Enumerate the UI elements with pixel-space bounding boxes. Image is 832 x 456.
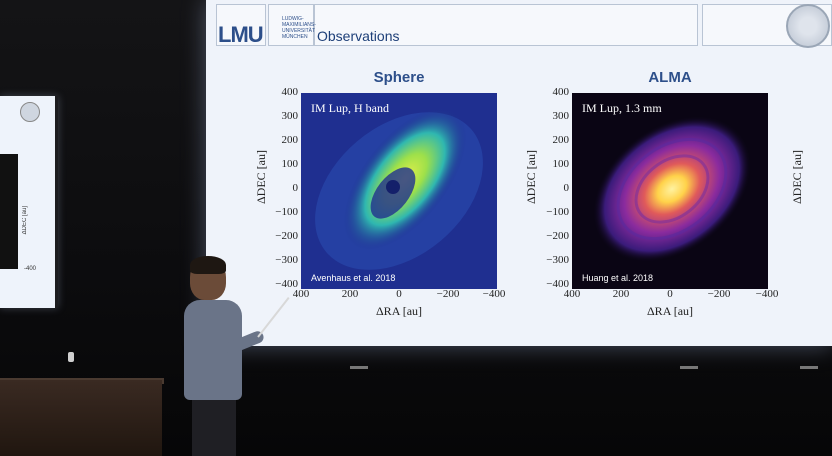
sphere-panel-title: Sphere bbox=[373, 69, 425, 86]
alma-ytick: −300 bbox=[546, 254, 569, 266]
alma-reference: Huang et al. 2018 bbox=[582, 273, 654, 283]
alma-xtick: −400 bbox=[755, 288, 779, 300]
side-screen-axis-label: ΔDEC [au] bbox=[22, 206, 28, 235]
alma-ytick: 0 bbox=[563, 182, 570, 194]
presenter-hair bbox=[190, 256, 226, 274]
sphere-xtick: 200 bbox=[341, 288, 359, 300]
alma-xtick: 200 bbox=[612, 288, 630, 300]
sphere-ytick: −200 bbox=[275, 230, 298, 242]
sphere-ytick: −400 bbox=[275, 278, 298, 290]
side-screen: ΔDEC [au] -400 bbox=[0, 96, 58, 308]
alma-disk-graphic bbox=[572, 93, 768, 289]
sphere-ytick: 0 bbox=[292, 182, 299, 194]
title-box bbox=[314, 4, 698, 46]
sphere-xtick: −200 bbox=[436, 288, 460, 300]
alma-ytick: −100 bbox=[546, 206, 569, 218]
sphere-xtick: −400 bbox=[482, 288, 506, 300]
presenter-legs bbox=[192, 396, 236, 456]
alma-ytick: 100 bbox=[552, 158, 570, 170]
sphere-ylabel: ΔDEC [au] bbox=[254, 150, 268, 205]
podium-lamp-icon bbox=[68, 352, 74, 362]
university-box bbox=[268, 4, 314, 46]
slide-title: Observations bbox=[317, 28, 400, 44]
sphere-ytick: −100 bbox=[275, 206, 298, 218]
alma-ytick: −200 bbox=[546, 230, 569, 242]
sphere-reference: Avenhaus et al. 2018 bbox=[311, 273, 396, 283]
sphere-xlabel: ΔRA [au] bbox=[375, 304, 423, 318]
sphere-label: IM Lup, H band bbox=[311, 101, 389, 115]
sphere-ytick: 200 bbox=[281, 134, 299, 146]
alma-image: IM Lup, 1.3 mm Huang et al. 2018 bbox=[572, 93, 768, 289]
alma-panel-title: ALMA bbox=[648, 69, 692, 86]
projected-slide: LMU LUDWIG- MAXIMILIANS- UNIVERSITÄT MÜN… bbox=[206, 0, 832, 346]
university-seal-icon bbox=[786, 4, 830, 48]
floor-light bbox=[680, 366, 698, 369]
sphere-ytick: 400 bbox=[281, 86, 299, 98]
alma-ytick: 300 bbox=[552, 110, 570, 122]
alma-xtick: −200 bbox=[707, 288, 731, 300]
floor-light bbox=[800, 366, 818, 369]
university-name: LUDWIG- MAXIMILIANS- UNIVERSITÄT MÜNCHEN bbox=[282, 16, 316, 40]
podium bbox=[0, 380, 162, 456]
alma-ytick: −400 bbox=[546, 278, 569, 290]
alma-ylabel: ΔDEC [au] bbox=[524, 150, 538, 205]
logo-box bbox=[216, 4, 266, 46]
alma-xlabel: ΔRA [au] bbox=[646, 304, 694, 318]
sphere-ytick: 100 bbox=[281, 158, 299, 170]
sphere-image: IM Lup, H band Avenhaus et al. 2018 bbox=[301, 93, 497, 289]
alma-xtick: 0 bbox=[667, 288, 673, 300]
floor-light bbox=[350, 366, 368, 369]
sphere-ytick: 300 bbox=[281, 110, 299, 122]
sphere-xtick: 400 bbox=[292, 288, 310, 300]
sphere-disk-graphic bbox=[301, 93, 497, 289]
side-screen-tick: -400 bbox=[24, 266, 37, 272]
side-screen-seal-icon bbox=[20, 102, 40, 122]
alma-ytick: 400 bbox=[552, 86, 570, 98]
lmu-logo: LMU bbox=[218, 22, 264, 47]
alma-xtick: 400 bbox=[563, 288, 581, 300]
sphere-xtick: 0 bbox=[396, 288, 402, 300]
side-screen-plot bbox=[0, 154, 18, 269]
sphere-ytick: −300 bbox=[275, 254, 298, 266]
alma-ytick: 200 bbox=[552, 134, 570, 146]
alma-ylabel-right: ΔDEC [au] bbox=[790, 150, 804, 205]
alma-label: IM Lup, 1.3 mm bbox=[582, 101, 662, 115]
